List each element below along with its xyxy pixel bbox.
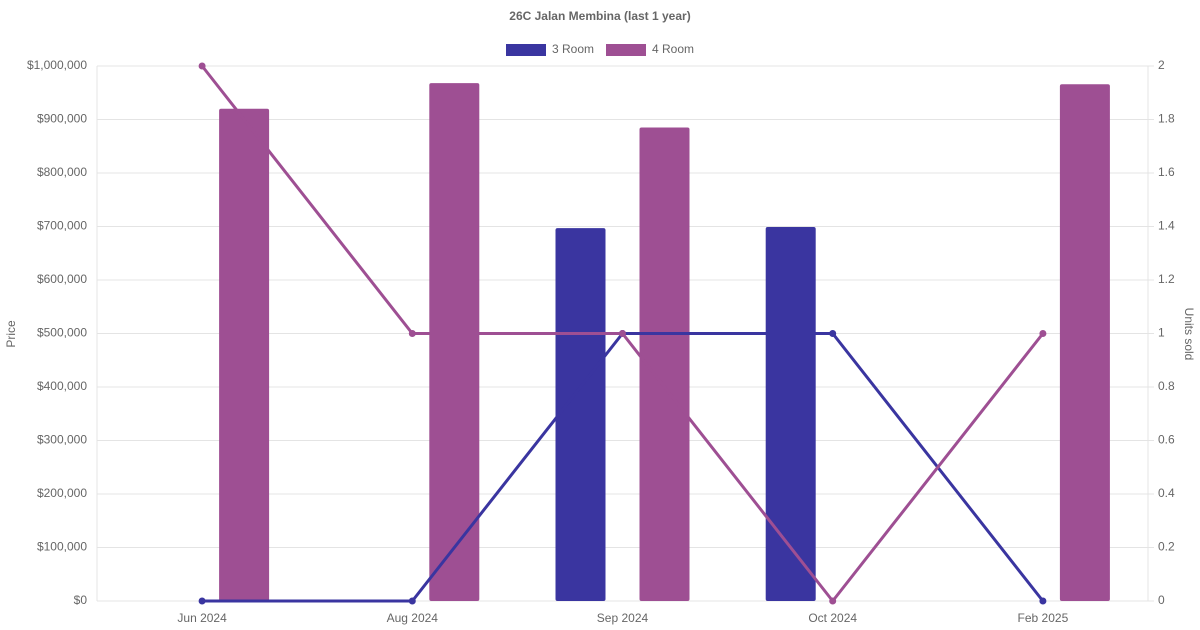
x-tick-label: Sep 2024 xyxy=(597,611,649,625)
bar xyxy=(219,108,270,602)
point xyxy=(829,330,837,337)
point xyxy=(198,597,206,605)
y2-tick-label: 1 xyxy=(1158,326,1165,340)
y2-tick-label: 0.2 xyxy=(1158,540,1175,554)
y2-tick-label: 0.8 xyxy=(1158,379,1175,393)
point xyxy=(1039,597,1047,605)
y2-axis-title: Units sold xyxy=(1182,308,1196,361)
legend-swatch xyxy=(506,44,546,56)
bar xyxy=(639,127,690,602)
x-tick-label: Jun 2024 xyxy=(177,611,227,625)
y-tick-label: $400,000 xyxy=(37,379,87,393)
y2-tick-label: 0 xyxy=(1158,593,1165,607)
point xyxy=(1039,330,1047,337)
y-axis-title: Price xyxy=(4,320,18,348)
x-tick-label: Aug 2024 xyxy=(387,611,439,625)
x-tick-label: Oct 2024 xyxy=(808,611,857,625)
y-tick-label: $100,000 xyxy=(37,540,87,554)
y-tick-label: $900,000 xyxy=(37,112,87,126)
point xyxy=(829,597,837,605)
y-tick-label: $300,000 xyxy=(37,433,87,447)
bar xyxy=(555,228,606,602)
point xyxy=(198,62,206,70)
bar xyxy=(429,83,480,602)
bar xyxy=(765,227,816,601)
y2-tick-label: 1.2 xyxy=(1158,272,1175,286)
y-tick-label: $800,000 xyxy=(37,165,87,179)
point xyxy=(408,597,416,605)
y2-tick-label: 2 xyxy=(1158,58,1165,72)
y2-tick-label: 1.6 xyxy=(1158,165,1175,179)
legend-swatch xyxy=(606,44,646,56)
y-tick-label: $700,000 xyxy=(37,219,87,233)
y-tick-label: $200,000 xyxy=(37,486,87,500)
y2-tick-label: 1.8 xyxy=(1158,112,1175,126)
y-tick-label: $500,000 xyxy=(37,326,87,340)
chart-title: 26C Jalan Membina (last 1 year) xyxy=(509,9,690,23)
y-tick-label: $600,000 xyxy=(37,272,87,286)
line xyxy=(202,332,1045,603)
x-tick-label: Feb 2025 xyxy=(1018,611,1069,625)
point xyxy=(619,330,626,337)
y-tick-label: $0 xyxy=(74,593,88,607)
y-tick-label: $1,000,000 xyxy=(27,58,87,72)
bar xyxy=(1059,84,1110,601)
legend-label: 4 Room xyxy=(652,42,694,56)
point xyxy=(408,330,416,337)
y2-tick-label: 0.4 xyxy=(1158,486,1175,500)
y2-tick-label: 0.6 xyxy=(1158,433,1175,447)
y2-tick-label: 1.4 xyxy=(1158,219,1175,233)
legend-label: 3 Room xyxy=(552,42,594,56)
